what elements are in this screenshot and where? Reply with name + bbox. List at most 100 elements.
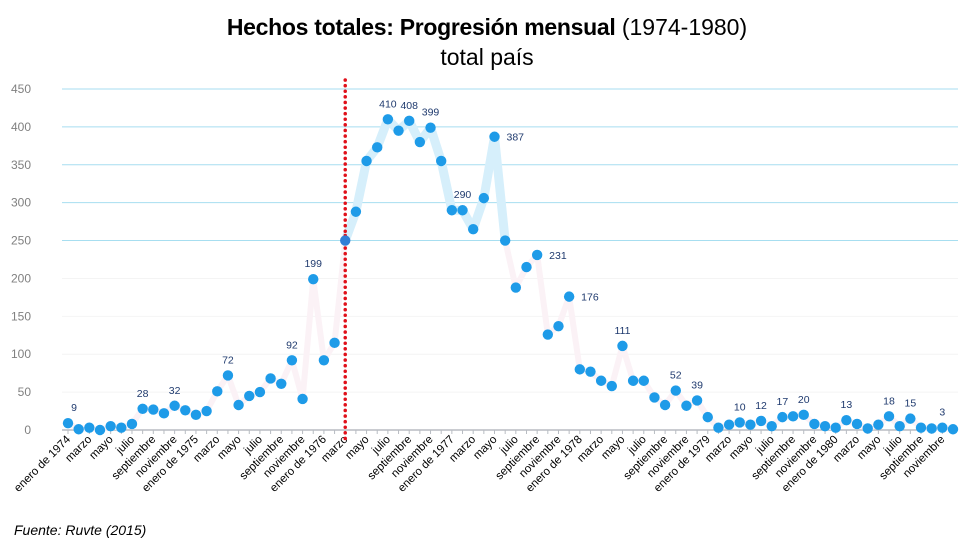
data-point bbox=[681, 400, 692, 411]
data-label: 18 bbox=[883, 395, 895, 407]
y-tick-label: 50 bbox=[18, 385, 32, 399]
series-line-segment bbox=[426, 123, 446, 166]
data-label: 20 bbox=[798, 394, 810, 406]
x-tick-label: mayo bbox=[343, 434, 371, 462]
y-tick-label: 150 bbox=[11, 309, 31, 323]
data-point bbox=[521, 261, 532, 273]
data-point bbox=[212, 386, 223, 397]
y-axis: 0 50 100 150 200 250 300 350 400 450 bbox=[11, 82, 31, 437]
data-point bbox=[350, 206, 362, 217]
series-line-segment bbox=[608, 342, 626, 390]
data-point bbox=[713, 422, 724, 433]
series-line-segment bbox=[619, 342, 637, 384]
data-label: 92 bbox=[286, 339, 298, 351]
data-point bbox=[169, 400, 180, 411]
data-point bbox=[670, 385, 681, 396]
data-point bbox=[809, 418, 820, 430]
data-point bbox=[297, 393, 308, 405]
data-point bbox=[148, 404, 159, 415]
data-point bbox=[787, 411, 799, 422]
data-point bbox=[499, 235, 511, 246]
data-point bbox=[467, 223, 479, 235]
data-point bbox=[94, 424, 106, 436]
data-label: 10 bbox=[734, 401, 746, 413]
y-tick-label: 300 bbox=[11, 196, 31, 210]
data-point bbox=[425, 122, 436, 133]
data-point bbox=[937, 422, 948, 433]
x-axis: enero de 1974marzomayojulioseptiembrenov… bbox=[12, 429, 958, 495]
y-tick-label: 450 bbox=[11, 82, 31, 96]
series-line-segment bbox=[224, 372, 242, 408]
data-point bbox=[340, 235, 351, 246]
data-point bbox=[691, 395, 703, 406]
y-tick-label: 200 bbox=[11, 271, 31, 285]
series-line bbox=[65, 114, 956, 433]
series-line-segment bbox=[566, 293, 583, 373]
data-label: 17 bbox=[777, 396, 789, 408]
chart-title: Hechos totales: Progresión mensual (1974… bbox=[0, 13, 974, 41]
data-point bbox=[84, 422, 95, 433]
data-point bbox=[308, 274, 319, 285]
data-point bbox=[116, 422, 127, 433]
data-label: 410 bbox=[379, 98, 397, 110]
y-tick-label: 400 bbox=[11, 120, 31, 134]
data-points bbox=[62, 114, 959, 436]
data-point bbox=[915, 422, 927, 433]
data-label: 12 bbox=[755, 400, 767, 412]
series-line-segment bbox=[351, 156, 372, 217]
data-point bbox=[851, 418, 863, 430]
data-point bbox=[734, 417, 745, 428]
y-tick-label: 350 bbox=[11, 158, 31, 172]
data-point bbox=[393, 125, 404, 136]
data-point bbox=[531, 249, 543, 261]
data-label: 3 bbox=[939, 407, 945, 419]
x-tick-label: mayo bbox=[471, 434, 499, 462]
data-label: 9 bbox=[71, 402, 77, 414]
data-point bbox=[382, 114, 394, 125]
data-point bbox=[372, 142, 383, 153]
data-point bbox=[905, 413, 916, 424]
chart-title-bold: Hechos totales: Progresión mensual bbox=[226, 14, 616, 40]
data-point bbox=[244, 390, 255, 402]
series-line-segment bbox=[534, 251, 551, 338]
data-label: 176 bbox=[581, 292, 599, 304]
data-point bbox=[553, 320, 564, 332]
data-point bbox=[180, 405, 191, 416]
series-line-segment bbox=[468, 193, 489, 234]
data-point bbox=[745, 419, 756, 430]
data-point bbox=[926, 423, 937, 434]
data-point bbox=[574, 364, 586, 375]
data-point bbox=[478, 192, 490, 204]
data-point bbox=[830, 422, 841, 433]
data-point bbox=[435, 155, 447, 167]
data-point bbox=[254, 386, 266, 398]
data-point bbox=[233, 399, 244, 411]
data-point bbox=[563, 291, 575, 302]
data-point bbox=[158, 408, 170, 419]
data-point bbox=[627, 375, 639, 386]
x-tick-label: mayo bbox=[855, 434, 883, 462]
data-label: 72 bbox=[222, 354, 234, 366]
data-point bbox=[318, 355, 330, 366]
data-point bbox=[862, 423, 873, 434]
source-note: Fuente: Ruvte (2015) bbox=[14, 522, 147, 538]
data-label: 111 bbox=[614, 325, 630, 337]
data-point bbox=[947, 424, 959, 435]
data-point bbox=[873, 419, 884, 430]
data-point bbox=[883, 411, 895, 422]
data-label: 399 bbox=[422, 107, 440, 119]
data-point bbox=[798, 409, 809, 421]
data-point bbox=[190, 409, 202, 421]
data-point bbox=[659, 399, 671, 411]
data-point bbox=[777, 411, 788, 423]
data-point bbox=[457, 205, 468, 216]
data-point bbox=[510, 282, 522, 293]
data-label: 387 bbox=[507, 132, 525, 144]
data-label: 408 bbox=[400, 100, 418, 112]
series-line-segment bbox=[490, 132, 510, 246]
data-label: 32 bbox=[169, 385, 181, 397]
data-point bbox=[414, 136, 426, 148]
data-point bbox=[542, 329, 554, 340]
x-tick-label: enero de 1974 bbox=[12, 433, 73, 494]
